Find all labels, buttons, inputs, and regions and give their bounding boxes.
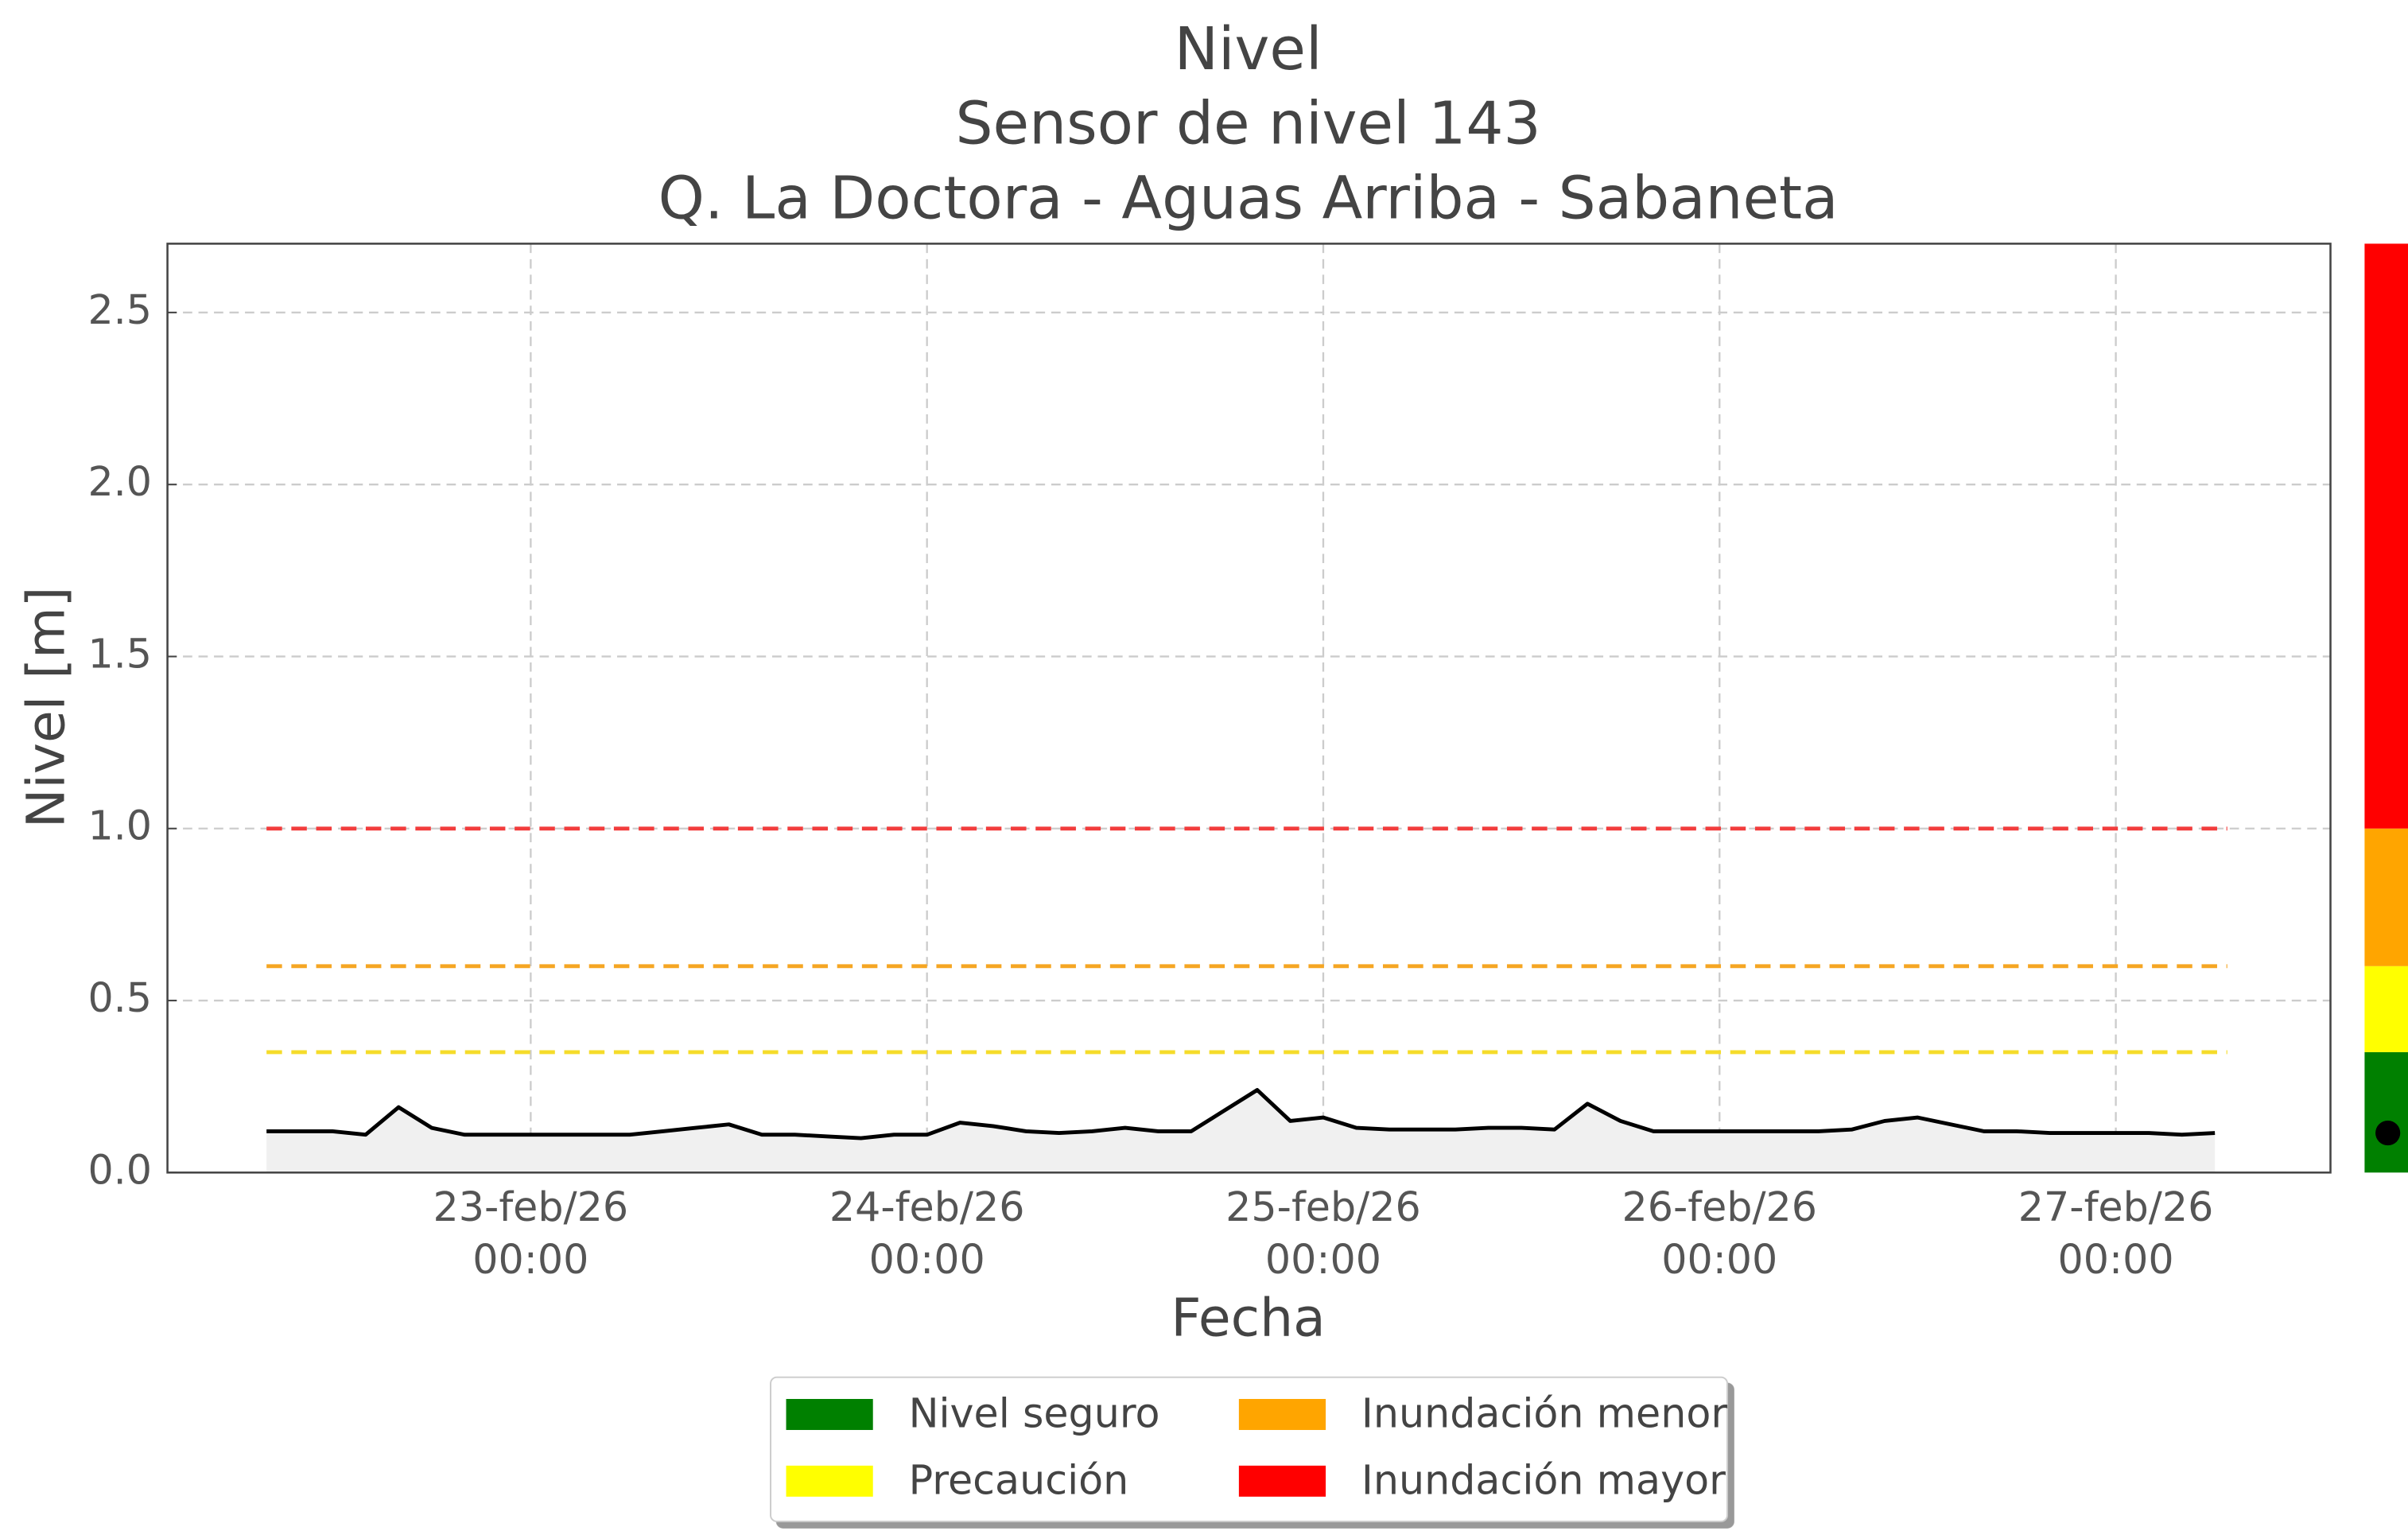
x-axis-label: Fecha (1171, 1287, 1325, 1349)
legend-swatch (786, 1465, 873, 1497)
y-tick-label: 0.5 (87, 974, 152, 1021)
y-tick-label: 0.0 (87, 1146, 152, 1193)
x-tick-label-box: 26-feb/26 00:00 (1622, 1184, 1818, 1284)
legend-swatch (786, 1398, 873, 1430)
x-tick-label: 25-feb/26 00:00 (1225, 1184, 1421, 1284)
y-tick-label: 2.5 (87, 286, 152, 333)
line (266, 1088, 2216, 1140)
x-tick-label: 24-feb/26 00:00 (829, 1184, 1025, 1284)
level-band (2364, 1051, 2408, 1173)
y-axis-label: Nivel [m] (14, 586, 76, 828)
legend-label: Inundación menor (1361, 1389, 1727, 1436)
x-tick-label-box: 23-feb/26 00:00 (433, 1184, 629, 1284)
level-band (2364, 966, 2408, 1052)
y-tick-label: 1.0 (87, 802, 152, 849)
chart-subtitle: Sensor de nivel 143 (956, 90, 1541, 158)
legend-swatch (1238, 1398, 1326, 1430)
level-band (2364, 243, 2408, 829)
x-tick-label: 27-feb/26 00:00 (2018, 1184, 2214, 1284)
y-tick-label: 1.5 (87, 630, 152, 677)
level-band (2364, 828, 2408, 966)
x-tick-label: 23-feb/26 00:00 (433, 1184, 629, 1284)
current-level-dot (2375, 1120, 2401, 1146)
area (266, 1090, 2216, 1173)
x-tick-label: 26-feb/26 00:00 (1622, 1184, 1818, 1284)
y-tick-label: 2.0 (87, 458, 152, 505)
chart-title: Nivel (1175, 15, 1322, 84)
plot-frame (166, 243, 2332, 1174)
x-tick-label-box: 27-feb/26 00:00 (2018, 1184, 2214, 1284)
legend-label: Inundación mayor (1361, 1456, 1726, 1503)
x-tick-label-box: 24-feb/26 00:00 (829, 1184, 1025, 1284)
legend-box (770, 1376, 1729, 1522)
legend-swatch (1238, 1465, 1326, 1497)
chart-location: Q. La Doctora - Aguas Arriba - Sabaneta (658, 164, 1839, 232)
legend-label: Nivel seguro (909, 1389, 1160, 1436)
x-tick-label-box: 25-feb/26 00:00 (1225, 1184, 1421, 1284)
legend-label: Precaución (909, 1456, 1129, 1503)
